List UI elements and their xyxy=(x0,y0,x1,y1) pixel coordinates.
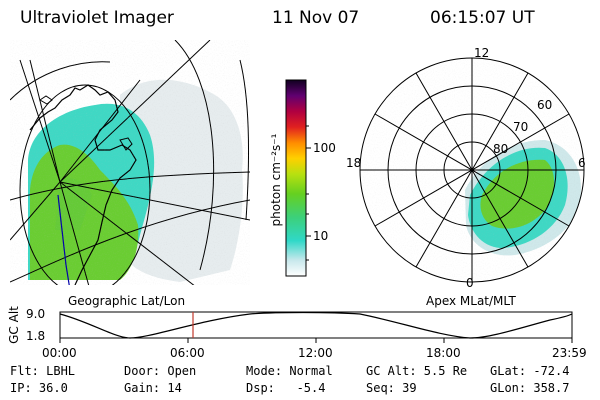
info-door: Door: Open xyxy=(124,364,197,378)
colorbar-unit-label: photon cm⁻²s⁻¹ xyxy=(269,133,283,227)
info-mode: Mode: Normal xyxy=(246,364,333,378)
info-glon: GLon: 358.7 xyxy=(490,381,570,395)
date-label: 11 Nov 07 xyxy=(272,8,360,28)
left-panel-label: Geographic Lat/Lon xyxy=(68,294,186,308)
x-tick-0600: 06:00 xyxy=(170,346,205,360)
x-tick-1200: 12:00 xyxy=(298,346,333,360)
info-gain: Gain: 14 xyxy=(124,381,182,395)
polar-map xyxy=(359,57,585,283)
altitude-plot xyxy=(59,311,573,343)
mlt-label-6: 6 xyxy=(578,156,586,170)
altitude-ymax: 9.0 xyxy=(26,307,46,321)
mlt-label-0: 0 xyxy=(466,276,474,290)
mlat-label-60: 60 xyxy=(537,98,553,112)
colorbar-tick-10: 10 xyxy=(313,229,329,243)
altitude-curve xyxy=(59,311,573,339)
altitude-ymin: 1.8 xyxy=(26,329,46,343)
mlt-label-18: 18 xyxy=(346,156,362,170)
time-label: 06:15:07 UT xyxy=(430,8,535,28)
geographic-map xyxy=(10,40,250,285)
mlat-label-80: 80 xyxy=(493,142,509,156)
right-panel-label: Apex MLat/MLT xyxy=(426,294,516,308)
instrument-title: Ultraviolet Imager xyxy=(20,8,174,28)
mlat-label-70: 70 xyxy=(513,120,529,134)
x-tick-0000: 00:00 xyxy=(42,346,77,360)
x-tick-1800: 18:00 xyxy=(426,346,461,360)
info-dsp: Dsp: -5.4 xyxy=(246,381,326,395)
altitude-axis-label: GC Alt xyxy=(7,306,21,344)
info-ip: IP: 36.0 xyxy=(10,381,68,395)
info-seq: Seq: 39 xyxy=(366,381,417,395)
colorbar-tick-100: 100 xyxy=(313,141,336,155)
colorbar xyxy=(285,79,307,277)
info-flt: Flt: LBHL xyxy=(10,364,76,378)
mlt-label-12: 12 xyxy=(474,46,490,60)
info-glat: GLat: -72.4 xyxy=(490,364,570,378)
info-gc-alt: GC Alt: 5.5 Re xyxy=(366,364,468,378)
x-tick-2359: 23:59 xyxy=(552,346,587,360)
